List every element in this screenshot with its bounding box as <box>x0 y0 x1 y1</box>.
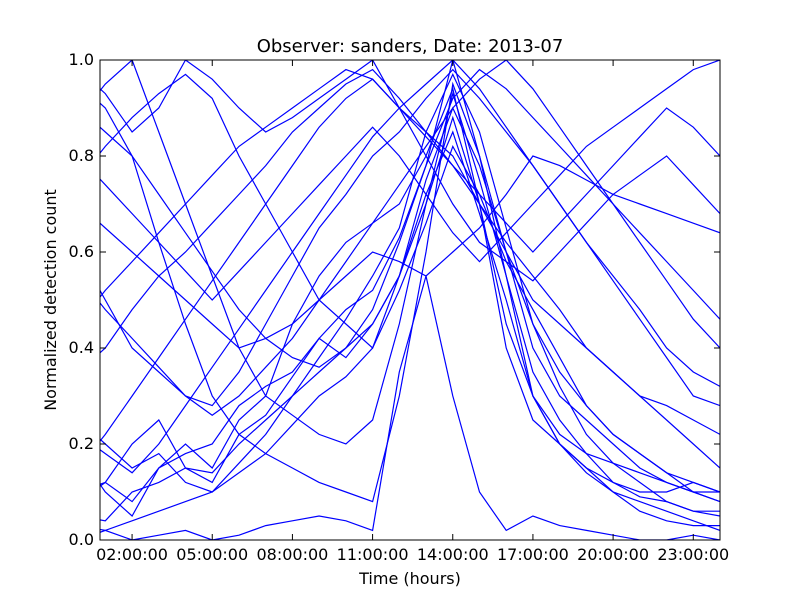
y-tick-label: 0.8 <box>69 146 94 165</box>
y-axis: 0.0 0.2 0.4 0.6 0.8 1.0 <box>69 50 720 549</box>
chart-title: Observer: sanders, Date: 2013-07 <box>257 36 564 57</box>
series-line-2 <box>100 60 720 503</box>
x-tick-label: 17:00:00 <box>497 545 569 564</box>
series-line-10 <box>100 73 720 493</box>
x-tick-label: 20:00:00 <box>577 545 649 564</box>
series-layer <box>100 60 720 540</box>
series-line-14 <box>100 68 720 435</box>
y-axis-label: Normalized detection count <box>41 189 60 411</box>
x-tick-label: 08:00:00 <box>256 545 328 564</box>
x-tick-label: 23:00:00 <box>657 545 729 564</box>
series-line-8 <box>100 81 720 531</box>
y-tick-label: 0.6 <box>69 242 94 261</box>
x-tick-label: 11:00:00 <box>337 545 409 564</box>
y-tick-label: 0.4 <box>69 338 94 357</box>
y-tick-label: 0.0 <box>69 530 94 549</box>
x-axis-label: Time (hours) <box>358 569 461 588</box>
plot-frame <box>99 59 721 541</box>
x-axis: 02:00:00 05:00:00 08:00:00 11:00:00 14:00:00… <box>96 60 729 564</box>
x-tick-label: 02:00:00 <box>96 545 168 564</box>
x-tick-label: 05:00:00 <box>176 545 248 564</box>
y-tick-label: 0.2 <box>69 434 94 453</box>
x-tick-label: 14:00:00 <box>417 545 489 564</box>
series-line-16 <box>100 60 720 301</box>
series-line-20 <box>100 60 720 416</box>
series-line-18 <box>100 78 720 443</box>
y-tick-label: 1.0 <box>69 50 94 69</box>
